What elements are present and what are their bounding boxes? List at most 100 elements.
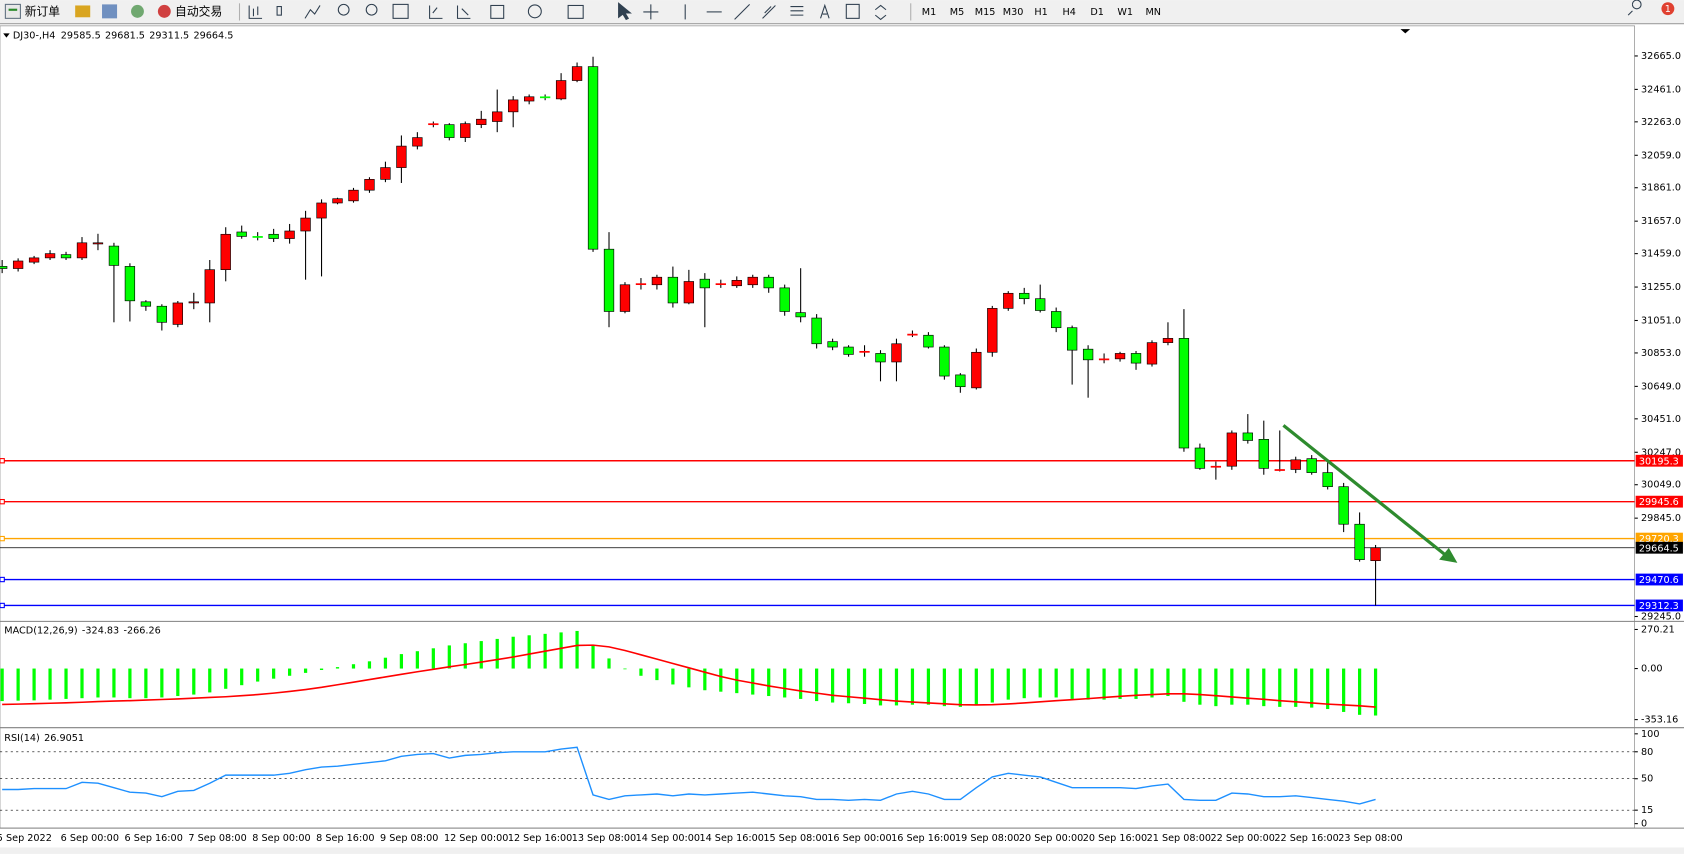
macd-bar [463, 643, 467, 669]
candle-body [875, 353, 886, 363]
timeframe-button[interactable]: H4 [1062, 7, 1075, 18]
icon [4, 3, 21, 19]
macd-header: MACD(12,26,9) -324.83 -266.26 [4, 626, 160, 637]
timeframe-button[interactable]: M1 [922, 7, 936, 18]
ohlc-open: 29585.5 [61, 31, 101, 42]
candle-body [1066, 327, 1078, 351]
macd-bar [112, 668, 116, 698]
macd-value: -324.83 [82, 626, 119, 637]
notification-badge[interactable] [1661, 2, 1675, 16]
macd-bar [96, 668, 100, 698]
icon[interactable] [456, 5, 471, 19]
macd-bar [1262, 668, 1266, 707]
shift-marker [1400, 29, 1411, 34]
timeframe-button[interactable]: W1 [1117, 7, 1133, 18]
icon[interactable] [567, 4, 584, 19]
timeframe-button[interactable]: M15 [975, 7, 996, 18]
icon[interactable] [734, 4, 751, 20]
candle-body [587, 66, 599, 250]
tab-strip [0, 847, 1684, 854]
y-tick-label: 31051.0 [1641, 315, 1681, 326]
macd-bar [64, 668, 68, 699]
macd-bar [160, 668, 164, 698]
macd-bar [16, 668, 20, 701]
macd-bar [208, 668, 212, 693]
candle-body [635, 283, 647, 286]
candle-body [108, 245, 120, 266]
icon[interactable] [102, 4, 118, 19]
chart-frame [0, 25, 1635, 829]
last-price-tag [1635, 541, 1683, 554]
icon[interactable] [790, 5, 804, 16]
candle-body [412, 137, 423, 147]
chart-header: DJ30-,H4 29585.5 29681.5 29311.5 29664.5 [13, 31, 234, 42]
x-tick-label: 7 Sep 08:00 [188, 833, 246, 844]
icon[interactable] [527, 4, 542, 19]
icon[interactable] [643, 4, 659, 20]
candle-body [811, 317, 822, 345]
rsi-value: 26.9051 [44, 733, 84, 744]
level-price-tag [1635, 454, 1683, 467]
candle-body [1258, 439, 1269, 469]
icon[interactable] [248, 5, 263, 19]
icon[interactable] [276, 5, 282, 16]
candle-body [571, 66, 583, 81]
timeframe-button[interactable]: MN [1145, 7, 1161, 18]
candle-body [284, 230, 295, 239]
rsi-header: RSI(14) 26.9051 [4, 733, 84, 744]
candle-body [795, 312, 806, 318]
macd-bar [1134, 668, 1138, 699]
candle-body [555, 80, 567, 100]
candle-body [923, 334, 934, 348]
icon[interactable] [392, 3, 409, 19]
y-tick-label: 32263.0 [1641, 117, 1681, 128]
candle-body [1274, 469, 1285, 471]
candle-body [140, 301, 152, 307]
macd-bar [495, 638, 499, 669]
new-order-button[interactable]: 新订单 [4, 3, 60, 19]
auto-trading-button[interactable]: 自动交易 [157, 4, 222, 18]
icon[interactable] [874, 4, 887, 21]
level-handle [0, 535, 5, 542]
icon [157, 4, 171, 18]
macd-bar [303, 668, 308, 673]
candle-body [699, 278, 710, 289]
timeframe-button[interactable]: M5 [950, 7, 964, 18]
icon[interactable] [429, 5, 443, 19]
y-tick-label: 29845.0 [1641, 513, 1681, 524]
candle-body [619, 284, 631, 312]
timeframe-button[interactable]: D1 [1090, 7, 1104, 18]
candle-body [188, 301, 199, 304]
timeframe-button[interactable]: M30 [1003, 7, 1024, 18]
icon[interactable] [820, 3, 830, 19]
x-tick-label: 8 Sep 00:00 [252, 833, 310, 844]
macd-bar [703, 668, 707, 691]
candle-body [1178, 338, 1190, 449]
search-icon[interactable] [1627, 0, 1642, 16]
y-tick-label: 30247.0 [1641, 447, 1681, 458]
level-price: 30195.3 [1639, 456, 1679, 467]
macd-bar [1118, 668, 1122, 699]
icon[interactable] [762, 5, 776, 19]
macd-bar [1070, 668, 1074, 699]
timeframe-button[interactable]: H1 [1034, 7, 1047, 18]
icon[interactable] [337, 3, 350, 16]
x-tick-label: 6 Sep 16:00 [125, 833, 183, 844]
icon[interactable] [365, 3, 378, 16]
macd-bar [80, 668, 84, 699]
ohlc-high: 29681.5 [105, 31, 145, 42]
candle-body [987, 308, 998, 353]
icon[interactable] [618, 2, 632, 21]
macd-bar [862, 668, 867, 704]
x-tick-label: 20 Sep 00:00 [1019, 833, 1083, 844]
icon[interactable] [845, 3, 860, 19]
macd-bar [0, 668, 4, 702]
macd-bar [1166, 668, 1170, 697]
icon[interactable] [490, 4, 505, 19]
icon[interactable] [75, 5, 91, 18]
candle-body [236, 231, 247, 237]
icon[interactable] [131, 4, 144, 18]
icon[interactable] [304, 5, 321, 19]
